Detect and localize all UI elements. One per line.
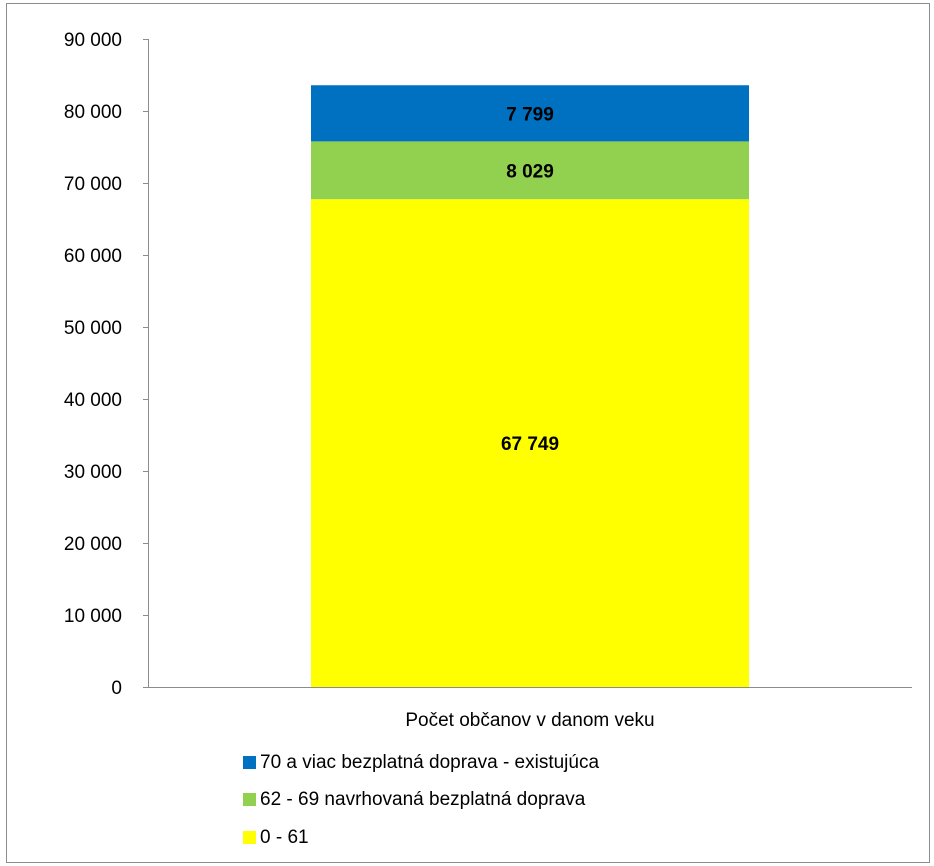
legend: 70 a viac bezplatná doprava - existujúca… [243,752,599,848]
y-tick-label: 30 000 [64,462,122,483]
y-axis: 0 10 000 20 000 30 000 40 000 50 000 60 000 70 … [64,30,149,699]
data-labels: 67 749 8 029 7 799 [501,104,559,455]
legend-swatch [243,756,256,769]
y-tick-label: 70 000 [64,174,122,195]
legend-label: 70 a viac bezplatná doprava - existujúca [260,752,599,773]
bars [311,85,749,687]
chart-frame: 0 10 000 20 000 30 000 40 000 50 000 60 000 70 … [6,3,930,863]
y-tick-label: 0 [111,678,122,699]
y-tick-label: 10 000 [64,606,122,627]
x-category-label: Počet občanov v danom veku [405,710,654,731]
legend-label: 0 - 61 [260,827,309,848]
data-label: 7 799 [506,104,554,125]
bar-segment-3 [311,85,749,142]
legend-swatch [243,831,256,844]
data-label: 67 749 [501,434,559,455]
y-tick-label: 80 000 [64,102,122,123]
bar-segment-1 [311,199,749,687]
legend-swatch [243,793,256,806]
x-axis: Počet občanov v danom veku [148,687,912,731]
bar-segment-2 [311,141,749,200]
y-tick-label: 60 000 [64,246,122,267]
y-tick-label: 50 000 [64,318,122,339]
legend-label: 62 - 69 navrhovaná bezplatná doprava [260,789,586,810]
data-label: 8 029 [506,161,554,182]
stacked-bar-chart: 0 10 000 20 000 30 000 40 000 50 000 60 000 70 … [64,30,912,848]
y-tick-label: 20 000 [64,534,122,555]
y-tick-label: 40 000 [64,390,122,411]
y-tick-label: 90 000 [64,30,122,51]
